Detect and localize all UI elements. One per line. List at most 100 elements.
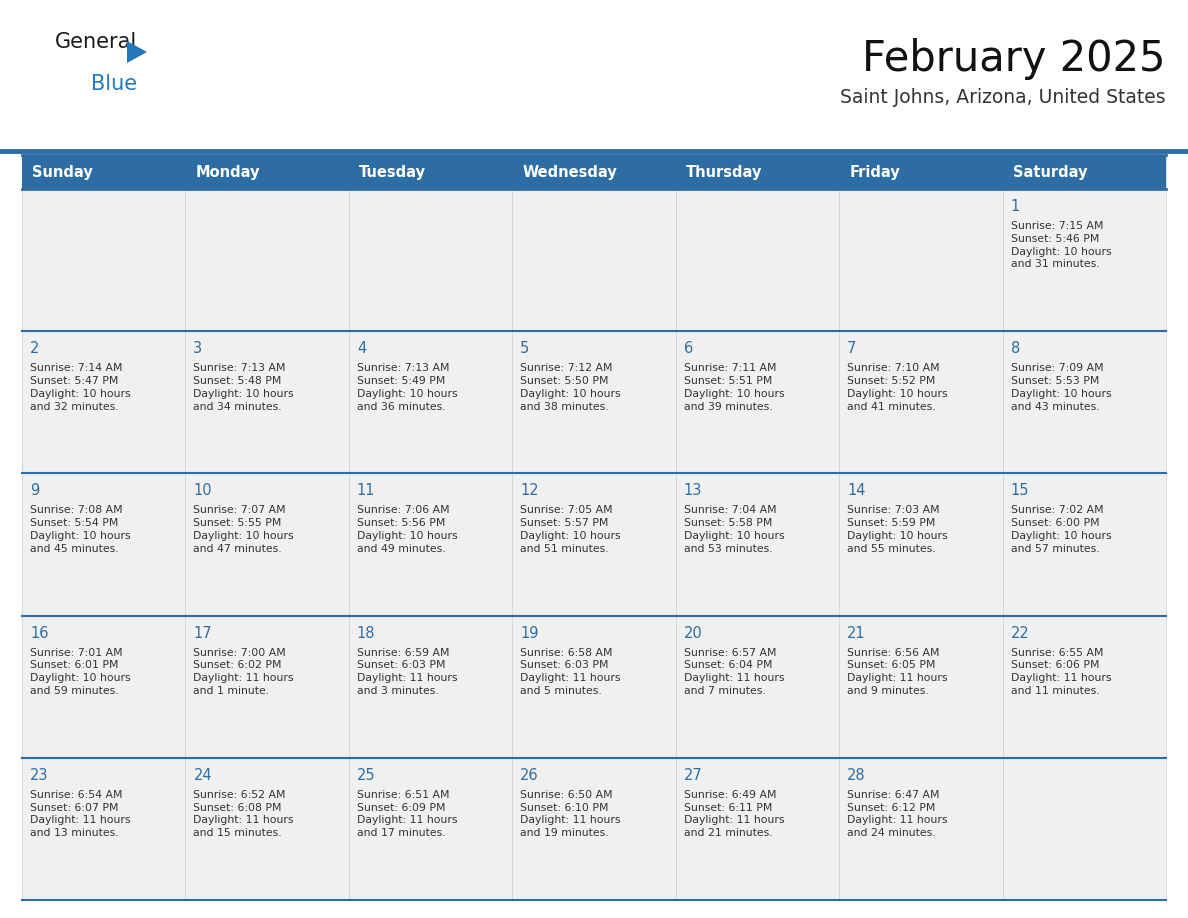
Text: 21: 21 <box>847 625 866 641</box>
Text: Monday: Monday <box>196 164 260 180</box>
Bar <box>349 189 512 331</box>
Bar <box>512 189 676 331</box>
Text: Sunrise: 7:05 AM
Sunset: 5:57 PM
Daylight: 10 hours
and 51 minutes.: Sunrise: 7:05 AM Sunset: 5:57 PM Dayligh… <box>520 506 621 554</box>
Bar <box>1003 757 1165 900</box>
Text: Sunrise: 7:09 AM
Sunset: 5:53 PM
Daylight: 10 hours
and 43 minutes.: Sunrise: 7:09 AM Sunset: 5:53 PM Dayligh… <box>1011 364 1111 411</box>
Text: Sunrise: 7:14 AM
Sunset: 5:47 PM
Daylight: 10 hours
and 32 minutes.: Sunrise: 7:14 AM Sunset: 5:47 PM Dayligh… <box>30 364 131 411</box>
Bar <box>23 189 185 331</box>
Bar <box>839 474 1003 616</box>
Text: 19: 19 <box>520 625 539 641</box>
Text: Sunrise: 7:11 AM
Sunset: 5:51 PM
Daylight: 10 hours
and 39 minutes.: Sunrise: 7:11 AM Sunset: 5:51 PM Dayligh… <box>684 364 784 411</box>
Text: 27: 27 <box>684 767 702 783</box>
Bar <box>23 616 185 757</box>
Text: Sunrise: 6:56 AM
Sunset: 6:05 PM
Daylight: 11 hours
and 9 minutes.: Sunrise: 6:56 AM Sunset: 6:05 PM Dayligh… <box>847 647 948 696</box>
Text: 5: 5 <box>520 341 530 356</box>
Bar <box>676 757 839 900</box>
Text: Sunrise: 7:12 AM
Sunset: 5:50 PM
Daylight: 10 hours
and 38 minutes.: Sunrise: 7:12 AM Sunset: 5:50 PM Dayligh… <box>520 364 621 411</box>
Bar <box>839 616 1003 757</box>
Text: 7: 7 <box>847 341 857 356</box>
Text: 4: 4 <box>356 341 366 356</box>
Bar <box>185 757 349 900</box>
Bar <box>23 331 185 474</box>
Text: Sunrise: 7:00 AM
Sunset: 6:02 PM
Daylight: 11 hours
and 1 minute.: Sunrise: 7:00 AM Sunset: 6:02 PM Dayligh… <box>194 647 293 696</box>
Bar <box>1003 189 1165 331</box>
Bar <box>185 331 349 474</box>
Bar <box>349 757 512 900</box>
Text: Sunrise: 7:07 AM
Sunset: 5:55 PM
Daylight: 10 hours
and 47 minutes.: Sunrise: 7:07 AM Sunset: 5:55 PM Dayligh… <box>194 506 295 554</box>
Text: Sunrise: 7:04 AM
Sunset: 5:58 PM
Daylight: 10 hours
and 53 minutes.: Sunrise: 7:04 AM Sunset: 5:58 PM Dayligh… <box>684 506 784 554</box>
Text: Wednesday: Wednesday <box>523 164 617 180</box>
Text: 17: 17 <box>194 625 211 641</box>
Polygon shape <box>127 41 147 63</box>
Text: Thursday: Thursday <box>685 164 762 180</box>
Bar <box>676 474 839 616</box>
Text: February 2025: February 2025 <box>862 38 1165 80</box>
Bar <box>512 331 676 474</box>
Text: Sunrise: 6:54 AM
Sunset: 6:07 PM
Daylight: 11 hours
and 13 minutes.: Sunrise: 6:54 AM Sunset: 6:07 PM Dayligh… <box>30 789 131 838</box>
Bar <box>839 757 1003 900</box>
Text: Sunrise: 6:47 AM
Sunset: 6:12 PM
Daylight: 11 hours
and 24 minutes.: Sunrise: 6:47 AM Sunset: 6:12 PM Dayligh… <box>847 789 948 838</box>
Bar <box>1003 474 1165 616</box>
Text: Sunrise: 7:15 AM
Sunset: 5:46 PM
Daylight: 10 hours
and 31 minutes.: Sunrise: 7:15 AM Sunset: 5:46 PM Dayligh… <box>1011 221 1111 269</box>
Bar <box>512 616 676 757</box>
Bar <box>23 474 185 616</box>
Text: 1: 1 <box>1011 199 1019 214</box>
Text: Tuesday: Tuesday <box>359 164 425 180</box>
Text: 2: 2 <box>30 341 39 356</box>
Text: 20: 20 <box>684 625 702 641</box>
Text: General: General <box>55 32 138 52</box>
Bar <box>349 474 512 616</box>
Text: Sunrise: 6:52 AM
Sunset: 6:08 PM
Daylight: 11 hours
and 15 minutes.: Sunrise: 6:52 AM Sunset: 6:08 PM Dayligh… <box>194 789 293 838</box>
Text: Sunrise: 6:58 AM
Sunset: 6:03 PM
Daylight: 11 hours
and 5 minutes.: Sunrise: 6:58 AM Sunset: 6:03 PM Dayligh… <box>520 647 621 696</box>
Text: 28: 28 <box>847 767 866 783</box>
Text: Sunrise: 7:10 AM
Sunset: 5:52 PM
Daylight: 10 hours
and 41 minutes.: Sunrise: 7:10 AM Sunset: 5:52 PM Dayligh… <box>847 364 948 411</box>
Text: Sunrise: 7:02 AM
Sunset: 6:00 PM
Daylight: 10 hours
and 57 minutes.: Sunrise: 7:02 AM Sunset: 6:00 PM Dayligh… <box>1011 506 1111 554</box>
Text: 24: 24 <box>194 767 211 783</box>
Bar <box>349 331 512 474</box>
Text: 3: 3 <box>194 341 202 356</box>
Text: Sunrise: 6:51 AM
Sunset: 6:09 PM
Daylight: 11 hours
and 17 minutes.: Sunrise: 6:51 AM Sunset: 6:09 PM Dayligh… <box>356 789 457 838</box>
Bar <box>676 331 839 474</box>
Text: Saturday: Saturday <box>1012 164 1087 180</box>
Text: 10: 10 <box>194 484 211 498</box>
Text: 9: 9 <box>30 484 39 498</box>
Bar <box>1003 331 1165 474</box>
Text: Saint Johns, Arizona, United States: Saint Johns, Arizona, United States <box>840 88 1165 107</box>
Bar <box>512 474 676 616</box>
Text: 6: 6 <box>684 341 693 356</box>
Bar <box>839 189 1003 331</box>
Text: 12: 12 <box>520 484 539 498</box>
Text: 23: 23 <box>30 767 49 783</box>
Text: Sunrise: 6:57 AM
Sunset: 6:04 PM
Daylight: 11 hours
and 7 minutes.: Sunrise: 6:57 AM Sunset: 6:04 PM Dayligh… <box>684 647 784 696</box>
Bar <box>512 757 676 900</box>
Bar <box>185 474 349 616</box>
Text: 14: 14 <box>847 484 866 498</box>
Bar <box>676 189 839 331</box>
Text: Sunrise: 6:55 AM
Sunset: 6:06 PM
Daylight: 11 hours
and 11 minutes.: Sunrise: 6:55 AM Sunset: 6:06 PM Dayligh… <box>1011 647 1111 696</box>
Bar <box>23 757 185 900</box>
Text: 8: 8 <box>1011 341 1019 356</box>
Text: 22: 22 <box>1011 625 1029 641</box>
Text: 26: 26 <box>520 767 539 783</box>
Bar <box>1003 616 1165 757</box>
Text: Sunday: Sunday <box>32 164 93 180</box>
Bar <box>676 616 839 757</box>
Text: Sunrise: 7:03 AM
Sunset: 5:59 PM
Daylight: 10 hours
and 55 minutes.: Sunrise: 7:03 AM Sunset: 5:59 PM Dayligh… <box>847 506 948 554</box>
Text: 15: 15 <box>1011 484 1029 498</box>
Bar <box>839 331 1003 474</box>
Text: Sunrise: 7:01 AM
Sunset: 6:01 PM
Daylight: 10 hours
and 59 minutes.: Sunrise: 7:01 AM Sunset: 6:01 PM Dayligh… <box>30 647 131 696</box>
Bar <box>185 616 349 757</box>
Text: Sunrise: 7:13 AM
Sunset: 5:48 PM
Daylight: 10 hours
and 34 minutes.: Sunrise: 7:13 AM Sunset: 5:48 PM Dayligh… <box>194 364 295 411</box>
Bar <box>349 616 512 757</box>
Text: 16: 16 <box>30 625 49 641</box>
Text: 25: 25 <box>356 767 375 783</box>
Text: Sunrise: 7:06 AM
Sunset: 5:56 PM
Daylight: 10 hours
and 49 minutes.: Sunrise: 7:06 AM Sunset: 5:56 PM Dayligh… <box>356 506 457 554</box>
Text: 11: 11 <box>356 484 375 498</box>
Text: Sunrise: 6:59 AM
Sunset: 6:03 PM
Daylight: 11 hours
and 3 minutes.: Sunrise: 6:59 AM Sunset: 6:03 PM Dayligh… <box>356 647 457 696</box>
Bar <box>23 155 1165 189</box>
Text: Sunrise: 6:49 AM
Sunset: 6:11 PM
Daylight: 11 hours
and 21 minutes.: Sunrise: 6:49 AM Sunset: 6:11 PM Dayligh… <box>684 789 784 838</box>
Text: Sunrise: 7:13 AM
Sunset: 5:49 PM
Daylight: 10 hours
and 36 minutes.: Sunrise: 7:13 AM Sunset: 5:49 PM Dayligh… <box>356 364 457 411</box>
Text: 18: 18 <box>356 625 375 641</box>
Text: 13: 13 <box>684 484 702 498</box>
Bar <box>185 189 349 331</box>
